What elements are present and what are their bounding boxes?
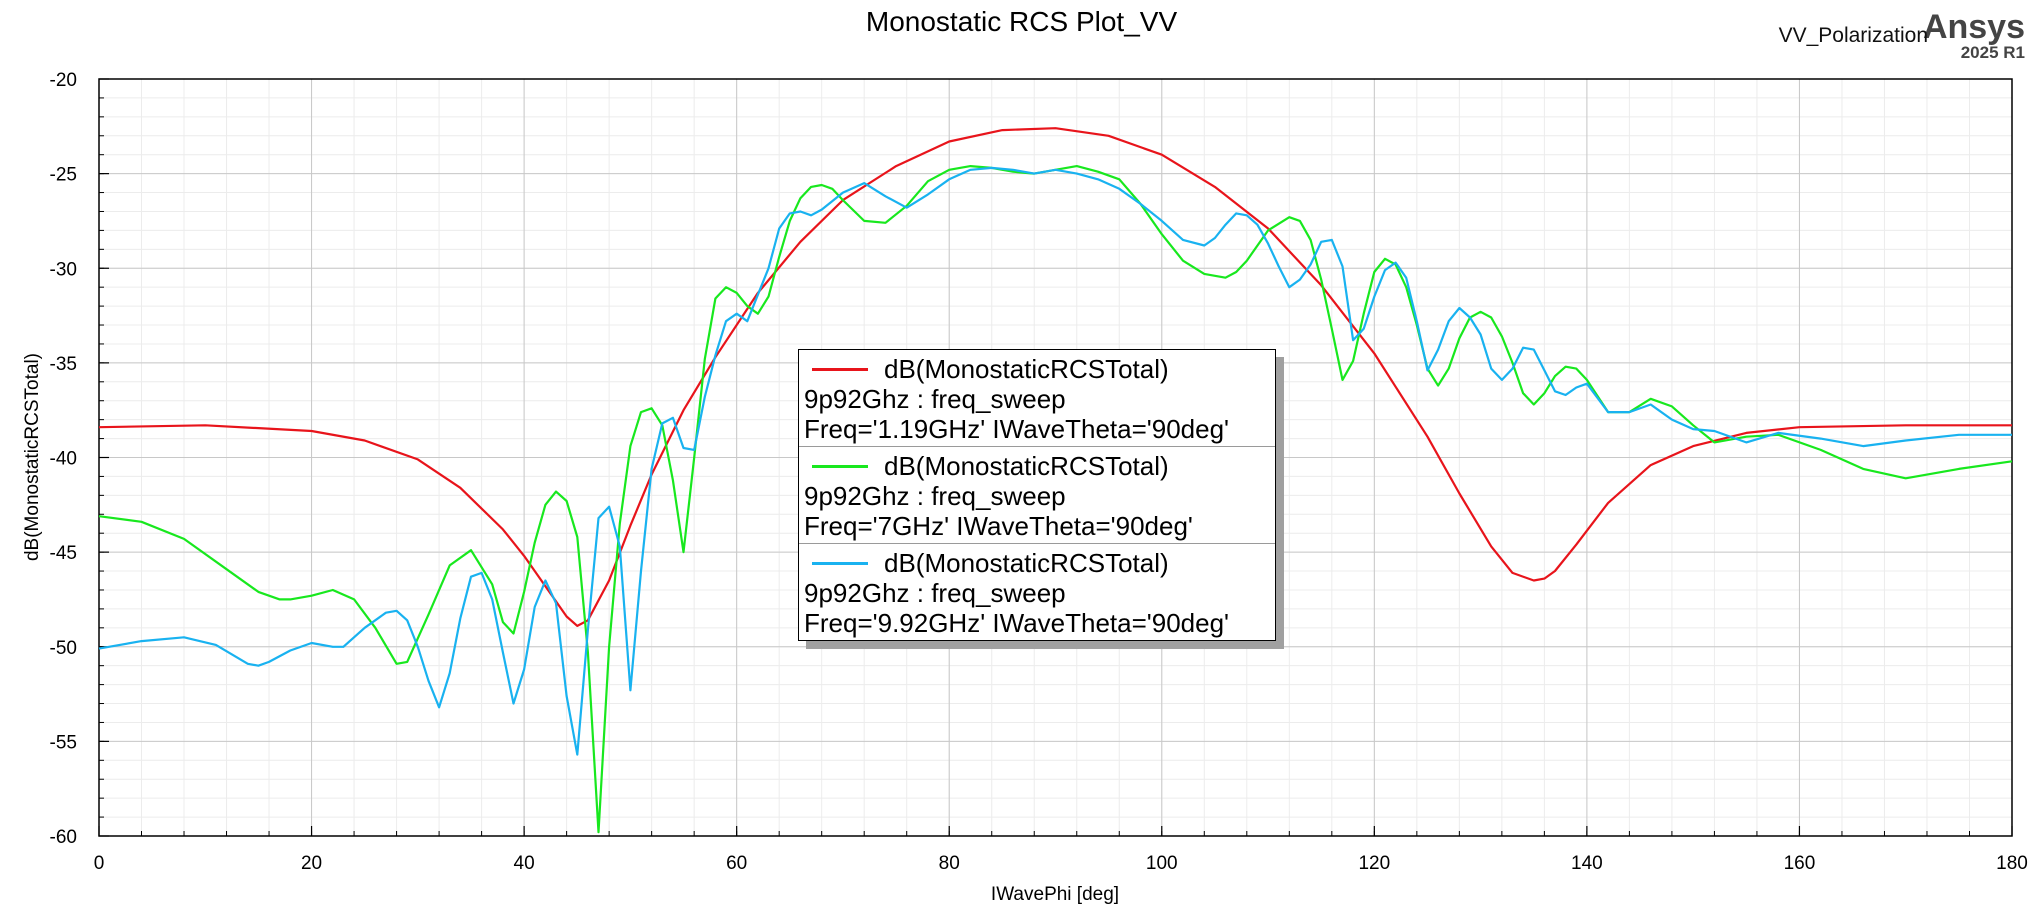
x-tick-label: 20 [301,853,322,874]
plot-frame [98,78,2013,837]
legend-variation: Freq='7GHz' IWaveTheta='90deg' [804,511,1193,541]
y-tick-label: -35 [50,354,77,375]
legend-entry[interactable]: dB(MonostaticRCSTotal) 9p92Ghz : freq_swe… [799,350,1275,446]
x-tick-label: 120 [1358,853,1390,874]
x-tick-label: 40 [514,853,535,874]
legend-swatch [812,561,868,565]
polarization-label: VV_Polarization [1778,24,1928,47]
legend-context: 9p92Ghz : freq_sweep [804,384,1066,414]
y-tick-labels: -60 -55 -50 -45 -40 -35 -30 -25 -20 [50,70,77,848]
legend-series-name: dB(MonostaticRCSTotal) [804,548,1275,578]
x-tick-label: 100 [1146,853,1178,874]
series-lines [98,127,2013,834]
legend-entry[interactable]: dB(MonostaticRCSTotal) 9p92Ghz : freq_swe… [799,446,1275,543]
x-tick-label: 160 [1784,853,1816,874]
legend-variation: Freq='9.92GHz' IWaveTheta='90deg' [804,608,1230,638]
y-tick-label: -50 [50,638,77,659]
legend-name-text: dB(MonostaticRCSTotal) [884,548,1169,578]
legend-name-text: dB(MonostaticRCSTotal) [884,354,1169,384]
x-axis-label: IWavePhi [deg] [991,884,1119,905]
brand-logo: Ansys [1922,8,2025,46]
y-axis-label: dB(MonostaticRCSTotal) [22,353,43,561]
y-tick-label: -30 [50,259,77,280]
series-line-1 [98,127,2012,628]
legend-series-name: dB(MonostaticRCSTotal) [804,451,1275,481]
y-tick-label: -55 [50,732,77,753]
legend-swatch [812,464,868,468]
x-tick-label: 140 [1571,853,1603,874]
legend-entry[interactable]: dB(MonostaticRCSTotal) 9p92Ghz : freq_swe… [799,543,1275,640]
series-line-3 [98,166,2012,756]
y-tick-label: -45 [50,543,77,564]
legend-name-text: dB(MonostaticRCSTotal) [884,451,1169,481]
legend-context: 9p92Ghz : freq_sweep [804,578,1066,608]
legend-context: 9p92Ghz : freq_sweep [804,481,1066,511]
branding: Ansys 2025 R1 [1923,10,2025,62]
x-tick-label: 0 [94,853,105,874]
legend[interactable]: dB(MonostaticRCSTotal) 9p92Ghz : freq_swe… [798,349,1276,641]
y-tick-label: -25 [50,165,77,186]
legend-swatch [812,367,868,371]
x-tick-label: 80 [939,853,960,874]
legend-variation: Freq='1.19GHz' IWaveTheta='90deg' [804,414,1230,444]
x-tick-label: 180 [1996,853,2028,874]
y-tick-label: -20 [50,70,77,91]
legend-series-name: dB(MonostaticRCSTotal) [804,354,1275,384]
chart-title: Monostatic RCS Plot_VV [865,6,1178,37]
x-tick-label: 60 [726,853,747,874]
brand-version: 2025 R1 [1960,43,2025,62]
y-tick-label: -60 [50,827,77,848]
x-tick-labels: 0 20 40 60 80 100 120 140 160 180 [94,853,2028,874]
y-tick-label: -40 [50,449,77,470]
